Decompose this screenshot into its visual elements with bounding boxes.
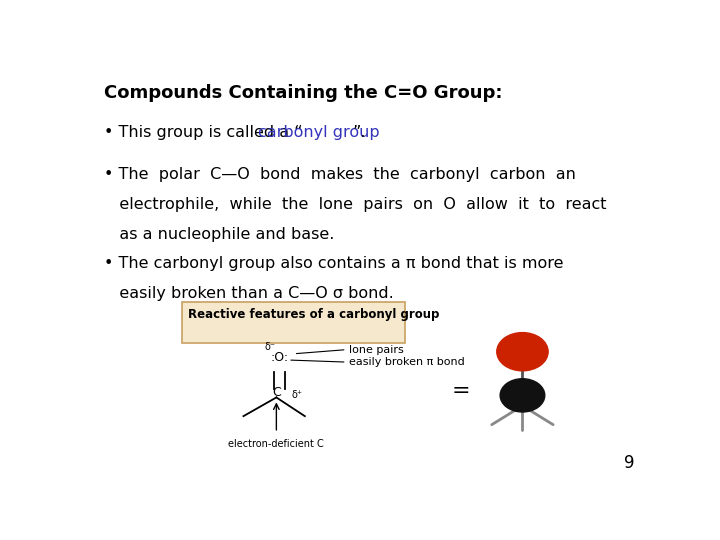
Text: Compounds Containing the C=O Group:: Compounds Containing the C=O Group: [104,84,503,102]
Text: electrophile,  while  the  lone  pairs  on  O  allow  it  to  react: electrophile, while the lone pairs on O … [104,197,606,212]
Text: C: C [272,386,281,399]
Text: electron-deficient C: electron-deficient C [228,439,324,449]
Text: • This group is called a “: • This group is called a “ [104,125,302,140]
Text: 9: 9 [624,454,634,472]
Text: δ⁻: δ⁻ [264,342,275,352]
Text: ”.: ”. [352,125,366,140]
Circle shape [497,333,548,371]
Text: easily broken than a C—O σ bond.: easily broken than a C—O σ bond. [104,286,394,301]
Text: carbonyl group: carbonyl group [258,125,379,140]
Text: as a nucleophile and base.: as a nucleophile and base. [104,227,334,241]
FancyBboxPatch shape [182,302,405,343]
Text: lone pairs: lone pairs [349,345,404,355]
Text: =: = [451,381,470,401]
Text: δ⁺: δ⁺ [292,390,303,400]
Text: • The  polar  C—O  bond  makes  the  carbonyl  carbon  an: • The polar C—O bond makes the carbonyl … [104,167,576,181]
Text: Reactive features of a carbonyl group: Reactive features of a carbonyl group [188,308,439,321]
Circle shape [500,379,545,412]
Text: • The carbonyl group also contains a π bond that is more: • The carbonyl group also contains a π b… [104,256,564,271]
Text: :O:: :O: [271,352,289,365]
Text: easily broken π bond: easily broken π bond [349,357,465,367]
